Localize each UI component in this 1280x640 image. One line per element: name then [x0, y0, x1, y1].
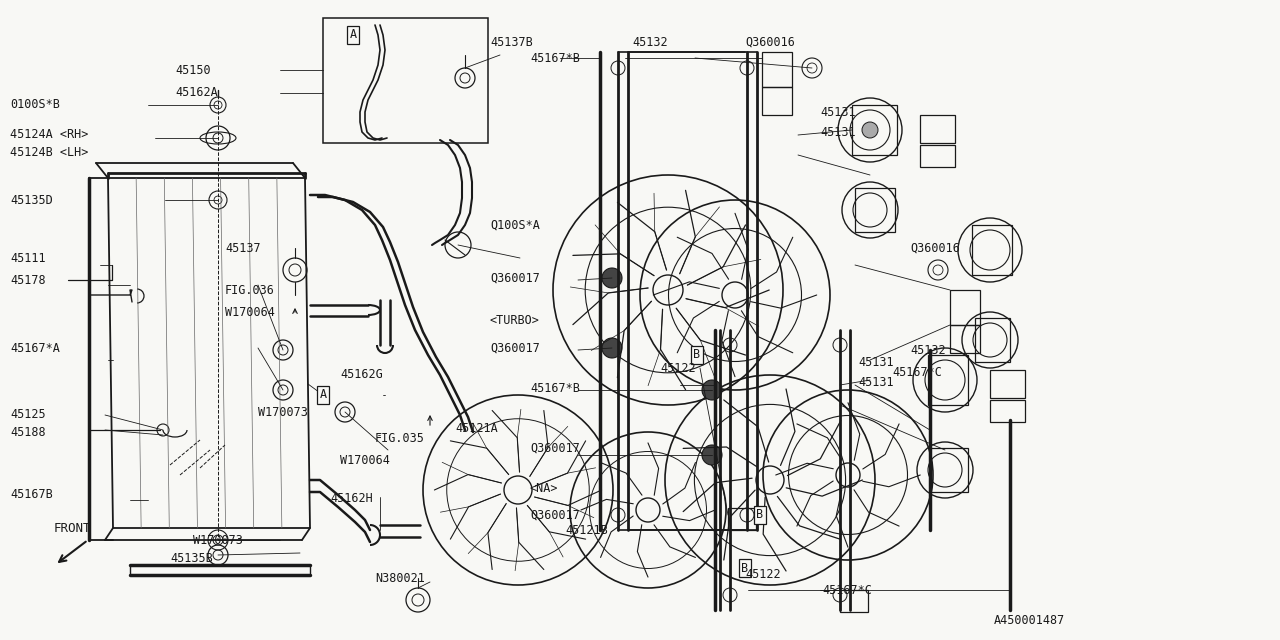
- Text: 45167B: 45167B: [10, 488, 52, 502]
- Circle shape: [602, 268, 622, 288]
- Bar: [975, 318, 1010, 362]
- Text: Q360016: Q360016: [745, 35, 795, 49]
- Text: 45111: 45111: [10, 252, 46, 264]
- Bar: [762, 87, 792, 115]
- Text: 45167*A: 45167*A: [10, 342, 60, 355]
- Bar: [920, 145, 955, 167]
- Text: 45162A: 45162A: [175, 86, 218, 99]
- Bar: [855, 188, 895, 232]
- Text: 45178: 45178: [10, 273, 46, 287]
- Text: 45122: 45122: [660, 362, 695, 374]
- Text: 45131: 45131: [858, 355, 893, 369]
- Text: 45167*B: 45167*B: [530, 381, 580, 394]
- Bar: [852, 105, 897, 155]
- Text: 45162H: 45162H: [330, 492, 372, 504]
- Text: 45150: 45150: [175, 63, 211, 77]
- Text: B: B: [694, 349, 700, 362]
- Bar: [931, 448, 968, 492]
- Circle shape: [701, 380, 722, 400]
- Bar: [920, 115, 955, 143]
- Text: 45125: 45125: [10, 408, 46, 422]
- Text: 45132: 45132: [632, 35, 668, 49]
- Text: 45167*C: 45167*C: [822, 584, 872, 596]
- Circle shape: [701, 445, 722, 465]
- Text: W170073: W170073: [193, 534, 243, 547]
- Bar: [840, 590, 868, 612]
- Text: 45167*B: 45167*B: [530, 51, 580, 65]
- Text: 45131: 45131: [820, 125, 855, 138]
- Text: 45121A: 45121A: [454, 422, 498, 435]
- Text: FIG.036: FIG.036: [225, 284, 275, 296]
- Circle shape: [602, 338, 622, 358]
- Text: Q360017: Q360017: [490, 342, 540, 355]
- Text: Q360017: Q360017: [530, 442, 580, 454]
- Bar: [989, 400, 1025, 422]
- Bar: [928, 355, 968, 405]
- Bar: [762, 52, 792, 87]
- Text: 45124B <LH>: 45124B <LH>: [10, 147, 88, 159]
- Text: FRONT: FRONT: [54, 522, 91, 535]
- Text: Q360017: Q360017: [530, 509, 580, 522]
- Text: Q100S*A: Q100S*A: [490, 218, 540, 232]
- Text: 45132: 45132: [910, 344, 946, 356]
- Circle shape: [861, 122, 878, 138]
- Text: 45121B: 45121B: [564, 524, 608, 536]
- Text: 0100S*B: 0100S*B: [10, 99, 60, 111]
- Text: A: A: [320, 388, 326, 401]
- Text: <TURBO>: <TURBO>: [490, 314, 540, 326]
- Text: N380021: N380021: [375, 572, 425, 584]
- Text: 45167*C: 45167*C: [892, 365, 942, 378]
- Text: 45137: 45137: [225, 241, 261, 255]
- Bar: [728, 508, 756, 530]
- Bar: [950, 325, 980, 353]
- Text: 45137B: 45137B: [490, 35, 532, 49]
- Text: 45162G: 45162G: [340, 369, 383, 381]
- Text: 45124A <RH>: 45124A <RH>: [10, 129, 88, 141]
- Text: 45135B: 45135B: [170, 552, 212, 564]
- Text: W170064: W170064: [225, 305, 275, 319]
- Bar: [989, 370, 1025, 398]
- Text: W170064: W170064: [340, 454, 390, 467]
- Text: 45131: 45131: [858, 376, 893, 388]
- Text: W170073: W170073: [259, 406, 308, 419]
- Text: 45122: 45122: [745, 568, 781, 582]
- Text: <NA>: <NA>: [530, 481, 558, 495]
- Text: Q360016: Q360016: [910, 241, 960, 255]
- Bar: [972, 225, 1012, 275]
- Text: 45188: 45188: [10, 426, 46, 438]
- Text: 45135D: 45135D: [10, 193, 52, 207]
- Text: B: B: [756, 509, 764, 522]
- Text: 45131: 45131: [820, 106, 855, 118]
- Text: Q360017: Q360017: [490, 271, 540, 285]
- Bar: [950, 290, 980, 325]
- Bar: [323, 18, 488, 143]
- Text: B: B: [741, 561, 749, 575]
- Text: A: A: [349, 29, 357, 42]
- Text: FIG.035: FIG.035: [375, 431, 425, 445]
- Text: A450001487: A450001487: [993, 614, 1065, 627]
